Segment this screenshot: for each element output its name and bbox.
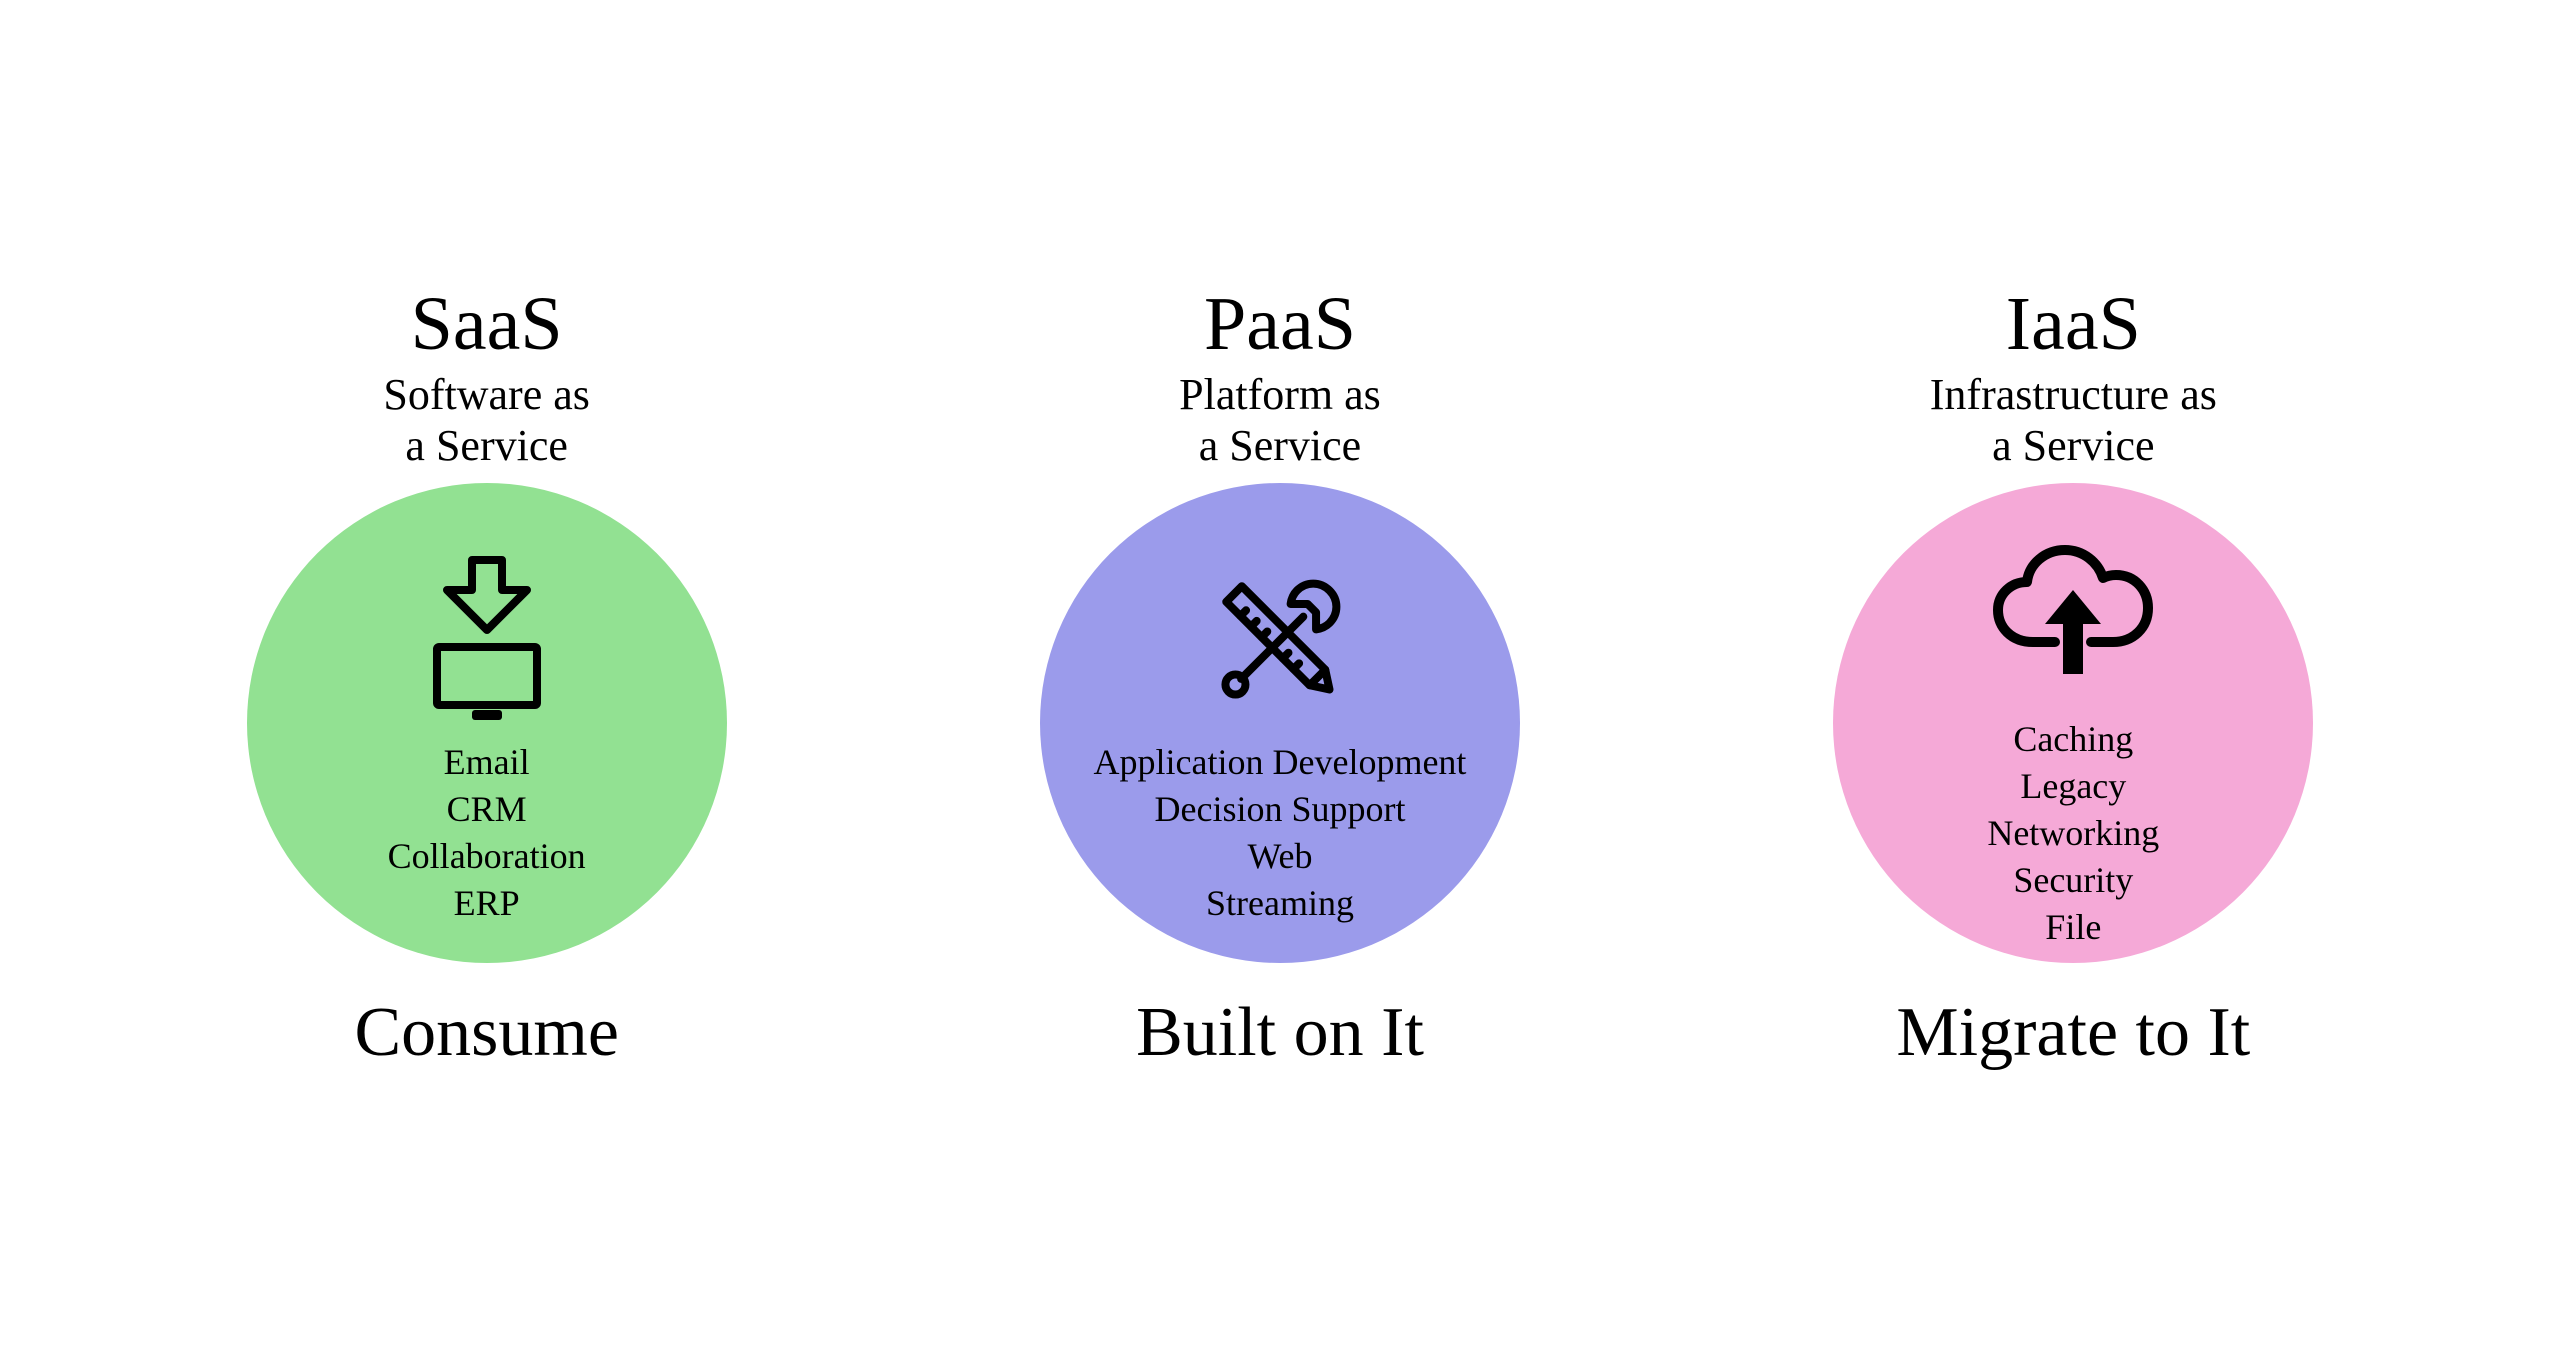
paas-items: Application Development Decision Support… [1094,740,1467,926]
iaas-item: Legacy [2020,764,2126,809]
iaas-item: File [2045,905,2101,950]
paas-subtitle: Platform as a Service [1179,370,1381,471]
saas-column: SaaS Software as a Service Ema [120,286,853,1073]
iaas-title: IaaS [2006,286,2141,362]
paas-circle: Application Development Decision Support… [1040,483,1520,963]
saas-circle: Email CRM Collaboration ERP [247,483,727,963]
iaas-item: Networking [1987,811,2159,856]
paas-item: Application Development [1094,740,1467,785]
paas-column: PaaS Platform as a Service [913,286,1646,1073]
saas-item: Email [444,740,530,785]
iaas-caption: Migrate to It [1896,993,2250,1073]
download-monitor-icon [412,550,562,730]
cloud-upload-icon [1983,527,2163,707]
saas-item: CRM [447,787,527,832]
iaas-column: IaaS Infrastructure as a Service Caching… [1707,286,2440,1073]
tools-icon [1195,550,1365,730]
saas-caption: Consume [354,993,618,1073]
paas-item: Streaming [1206,881,1354,926]
iaas-item: Caching [2013,717,2133,762]
paas-item: Decision Support [1154,787,1405,832]
cloud-services-diagram: SaaS Software as a Service Ema [80,246,2480,1113]
paas-title: PaaS [1204,286,1356,362]
iaas-subtitle: Infrastructure as a Service [1930,370,2217,471]
paas-caption: Built on It [1136,993,1424,1073]
iaas-circle: Caching Legacy Networking Security File [1833,483,2313,963]
saas-title: SaaS [411,286,563,362]
iaas-items: Caching Legacy Networking Security File [1987,717,2159,950]
iaas-item: Security [2013,858,2133,903]
saas-item: Collaboration [388,834,586,879]
saas-items: Email CRM Collaboration ERP [388,740,586,926]
saas-item: ERP [454,881,520,926]
saas-subtitle: Software as a Service [383,370,590,471]
paas-item: Web [1247,834,1312,879]
